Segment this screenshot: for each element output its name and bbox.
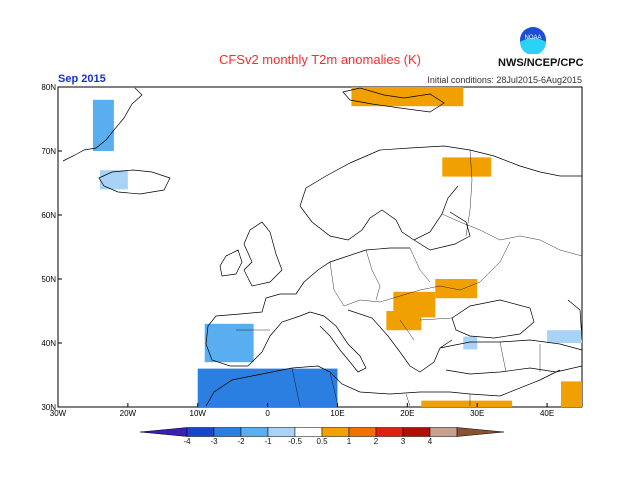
- lon-tick-label: 10W: [190, 409, 207, 418]
- lon-tick-label: 30W: [50, 409, 67, 418]
- lon-tick-label: 0: [265, 409, 270, 418]
- colorbar-label: 4: [427, 437, 433, 446]
- colorbar-label: -1: [264, 437, 272, 446]
- svg-text:NOAA: NOAA: [524, 35, 541, 41]
- colorbar-segment: [348, 427, 377, 437]
- anomaly-finland: [442, 157, 492, 177]
- borders: [236, 149, 583, 407]
- colorbar-label: -4: [183, 437, 191, 446]
- anomaly-cells: [92, 87, 582, 407]
- anomaly-portugal-spain: [204, 323, 254, 363]
- anomaly-north-africa: [197, 368, 338, 407]
- colorbar-segment: [294, 427, 323, 437]
- anomaly-ukraine: [435, 279, 478, 299]
- colorbar-segment: [267, 427, 296, 437]
- colorbar-segment: [240, 427, 269, 437]
- anomaly-middle-east: [561, 381, 582, 407]
- map-frame: [57, 86, 583, 408]
- lat-tick-label: 80N: [41, 83, 56, 92]
- anomaly-black-sea-small: [463, 336, 478, 350]
- colorbar-label: 3: [400, 437, 406, 446]
- lat-tick-label: 60N: [41, 211, 56, 220]
- colorbar-segment: [186, 427, 215, 437]
- coastlines: [62, 87, 583, 407]
- lat-tick-label: 50N: [41, 275, 56, 284]
- colorbar-segment: [213, 427, 242, 437]
- colorbar-label: 2: [373, 437, 379, 446]
- colorbar-segment: [375, 427, 404, 437]
- colorbar-segment: [402, 427, 431, 437]
- org-label: NWS/NCEP/CPC: [498, 57, 584, 69]
- anomaly-balkans: [386, 311, 422, 331]
- initial-conditions: Initial conditions: 28Jul2015-6Aug2015: [427, 75, 582, 85]
- colorbar-label: -2: [237, 437, 245, 446]
- lon-tick-label: 20W: [120, 409, 137, 418]
- anomaly-iceland: [99, 170, 128, 190]
- lat-tick-label: 30N: [41, 403, 56, 412]
- lat-tick-label: 40N: [41, 339, 56, 348]
- anomaly-caspian-w: [547, 330, 582, 343]
- map-axes: 30W 20W 10W 0 10E 20E 30E 40E 30N 40N 50N 60N 70N 80N: [41, 83, 554, 418]
- colorbar-segment: [321, 427, 350, 437]
- lon-tick-label: 30E: [470, 409, 484, 418]
- colorbar-label: 0.5: [316, 437, 328, 446]
- anomaly-svalbard: [351, 87, 464, 107]
- colorbar: [139, 427, 505, 437]
- colorbar-label: -0.5: [288, 437, 302, 446]
- colorbar-label: -3: [210, 437, 218, 446]
- noaa-logo-icon: NOAA: [520, 27, 546, 54]
- anomaly-egypt-sinai: [421, 400, 513, 407]
- lat-tick-label: 70N: [41, 147, 56, 156]
- anomaly-greenland-east: [92, 99, 114, 151]
- colorbar-segment: [456, 427, 505, 437]
- colorbar-segment: [139, 427, 188, 437]
- lon-tick-label: 10E: [330, 409, 344, 418]
- colorbar-segment: [429, 427, 458, 437]
- colorbar-label: 1: [346, 437, 352, 446]
- valid-month: Sep 2015: [58, 73, 106, 85]
- chart-title: CFSv2 monthly T2m anomalies (K): [218, 52, 422, 67]
- lon-tick-label: 40E: [540, 409, 554, 418]
- lon-tick-label: 20E: [400, 409, 414, 418]
